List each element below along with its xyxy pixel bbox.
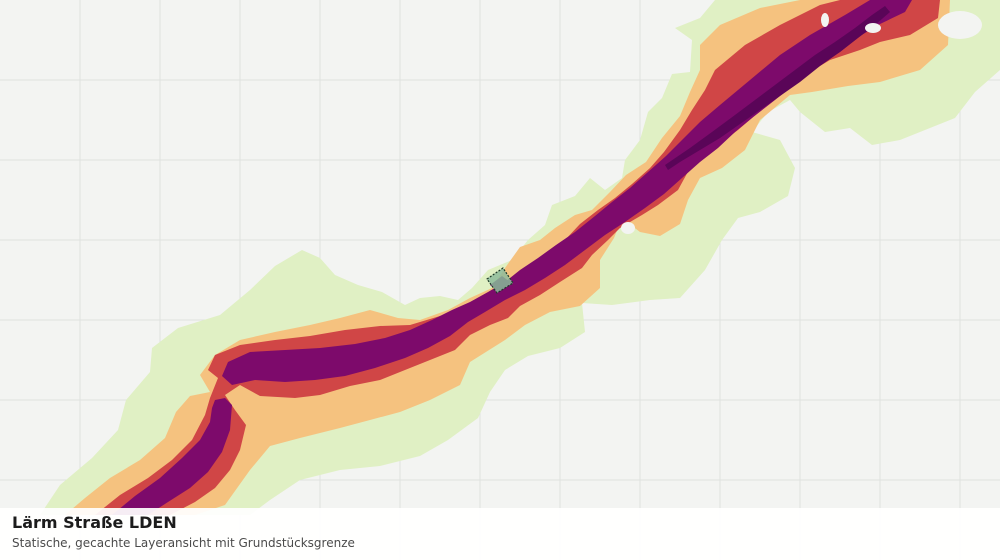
property-boundary[interactable] xyxy=(486,267,514,294)
map-holes xyxy=(621,11,982,234)
layer-caption: Lärm Straße LDEN Statische, gecachte Lay… xyxy=(0,508,1000,560)
layer-title: Lärm Straße LDEN xyxy=(12,513,177,532)
noise-zone-4 xyxy=(112,0,912,515)
layer-subtitle: Statische, gecachte Layeransicht mit Gru… xyxy=(12,536,355,550)
